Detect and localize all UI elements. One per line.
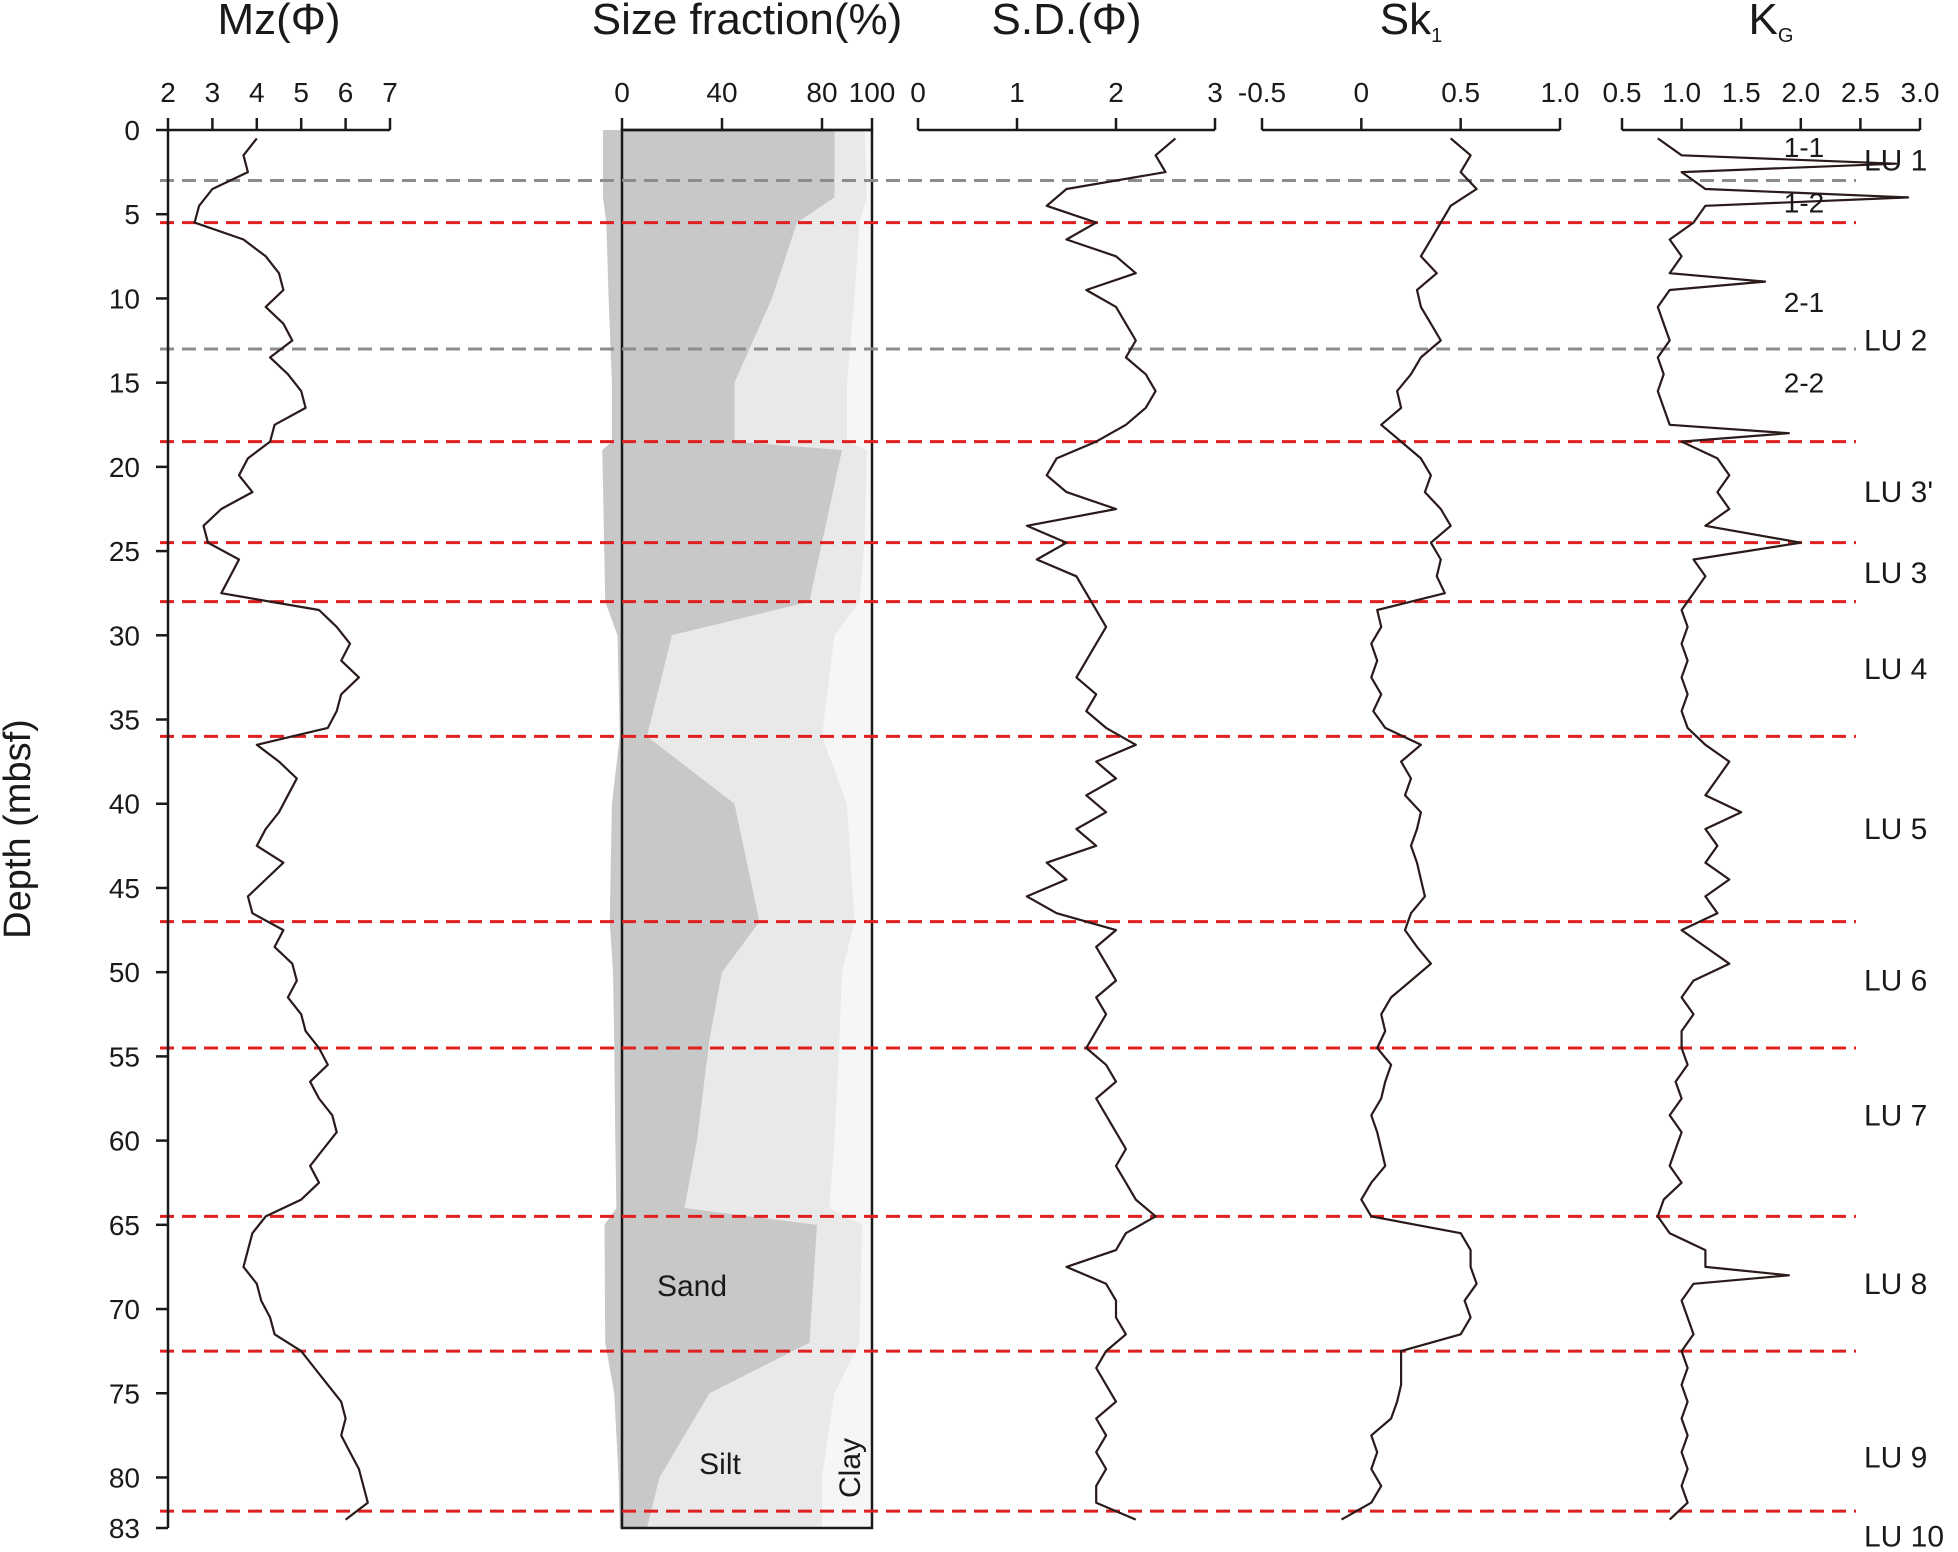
kg-tick-label: 0.5 bbox=[1603, 77, 1642, 108]
depth-tick-label: 80 bbox=[109, 1462, 140, 1493]
depth-tick-label: 83 bbox=[109, 1513, 140, 1544]
lithologic-unit-label: LU 4 bbox=[1864, 653, 1927, 686]
sk-title-main: Sk bbox=[1380, 0, 1432, 44]
depth-tick-label: 20 bbox=[109, 452, 140, 483]
clay-fraction-area bbox=[822, 130, 872, 1528]
depth-tick-label: 60 bbox=[109, 1126, 140, 1157]
depth-tick-label: 40 bbox=[109, 789, 140, 820]
depth-tick-label: 50 bbox=[109, 957, 140, 988]
sk-tick-label: 0 bbox=[1354, 77, 1370, 108]
kg-title-subscript: G bbox=[1778, 25, 1794, 47]
kg-tick-label: 2.5 bbox=[1841, 77, 1880, 108]
sd-panel-title: S.D.(Φ) bbox=[992, 0, 1142, 44]
size-tick-label: 80 bbox=[806, 77, 837, 108]
sd-tick-label: 0 bbox=[910, 77, 926, 108]
subunit-label: 1-1 bbox=[1784, 132, 1824, 163]
lithologic-unit-label: LU 7 bbox=[1864, 1099, 1927, 1132]
sd-tick-label: 1 bbox=[1009, 77, 1025, 108]
mz-tick-label: 7 bbox=[382, 77, 398, 108]
kg-tick-label: 3.0 bbox=[1901, 77, 1940, 108]
mz-panel-title: Mz(Φ) bbox=[217, 0, 340, 44]
sand-label: Sand bbox=[657, 1270, 727, 1303]
sk-tick-label: -0.5 bbox=[1238, 77, 1286, 108]
silt-fraction-area bbox=[647, 130, 867, 1528]
lithologic-unit-label: LU 5 bbox=[1864, 813, 1927, 846]
mz-tick-label: 4 bbox=[249, 77, 265, 108]
sand-fraction-area bbox=[602, 130, 842, 1528]
depth-tick-label: 75 bbox=[109, 1378, 140, 1409]
subunit-label: 2-1 bbox=[1784, 287, 1824, 318]
subunit-label: 2-2 bbox=[1784, 368, 1824, 399]
sk-title-subscript: 1 bbox=[1431, 25, 1442, 47]
sd-tick-label: 3 bbox=[1207, 77, 1223, 108]
sd-tick-label: 2 bbox=[1108, 77, 1124, 108]
sk-panel-title: Sk1 bbox=[1380, 0, 1442, 47]
depth-tick-label: 45 bbox=[109, 873, 140, 904]
lithologic-unit-label: LU 2 bbox=[1864, 325, 1927, 358]
depth-tick-label: 65 bbox=[109, 1210, 140, 1241]
kg-panel-title: KG bbox=[1749, 0, 1794, 47]
lithologic-unit-label: LU 6 bbox=[1864, 965, 1927, 998]
depth-tick-label: 10 bbox=[109, 283, 140, 314]
depth-tick-label: 15 bbox=[109, 368, 140, 399]
mz-tick-label: 2 bbox=[160, 77, 176, 108]
kg-tick-label: 1.0 bbox=[1662, 77, 1701, 108]
depth-tick-label: 25 bbox=[109, 536, 140, 567]
silt-label: Silt bbox=[699, 1448, 741, 1481]
size-tick-label: 40 bbox=[706, 77, 737, 108]
sk-curve bbox=[1340, 137, 1478, 1521]
depth-tick-label: 55 bbox=[109, 1041, 140, 1072]
size-tick-label: 0 bbox=[614, 77, 630, 108]
mz-tick-label: 6 bbox=[338, 77, 354, 108]
kg-tick-label: 1.5 bbox=[1722, 77, 1761, 108]
lithologic-unit-label: LU 8 bbox=[1864, 1268, 1927, 1301]
lithologic-unit-label: LU 3 bbox=[1864, 557, 1927, 590]
lithologic-unit-label: LU 9 bbox=[1864, 1441, 1927, 1474]
depth-axis-title: Depth (mbsf) bbox=[0, 719, 39, 939]
depth-tick-label: 0 bbox=[124, 115, 140, 146]
lithologic-unit-label: LU 10 bbox=[1864, 1520, 1944, 1552]
sk-tick-label: 1.0 bbox=[1541, 77, 1580, 108]
lithologic-unit-label: LU 1 bbox=[1864, 144, 1927, 177]
sk-tick-label: 0.5 bbox=[1441, 77, 1480, 108]
clay-label: Clay bbox=[834, 1438, 867, 1498]
kg-curve bbox=[1656, 137, 1910, 1521]
mz-tick-label: 3 bbox=[205, 77, 221, 108]
subunit-label: 1-2 bbox=[1784, 187, 1824, 218]
depth-tick-label: 30 bbox=[109, 620, 140, 651]
depth-tick-label: 5 bbox=[124, 199, 140, 230]
kg-title-main: K bbox=[1749, 0, 1778, 44]
sd-curve bbox=[1025, 137, 1177, 1521]
kg-tick-label: 2.0 bbox=[1781, 77, 1820, 108]
mz-curve bbox=[193, 137, 369, 1521]
size-tick-label: 100 bbox=[849, 77, 896, 108]
size-panel-title: Size fraction(%) bbox=[592, 0, 903, 44]
mz-tick-label: 5 bbox=[293, 77, 309, 108]
depth-tick-label: 70 bbox=[109, 1294, 140, 1325]
lithologic-unit-label: LU 3' bbox=[1864, 476, 1933, 509]
depth-tick-label: 35 bbox=[109, 705, 140, 736]
